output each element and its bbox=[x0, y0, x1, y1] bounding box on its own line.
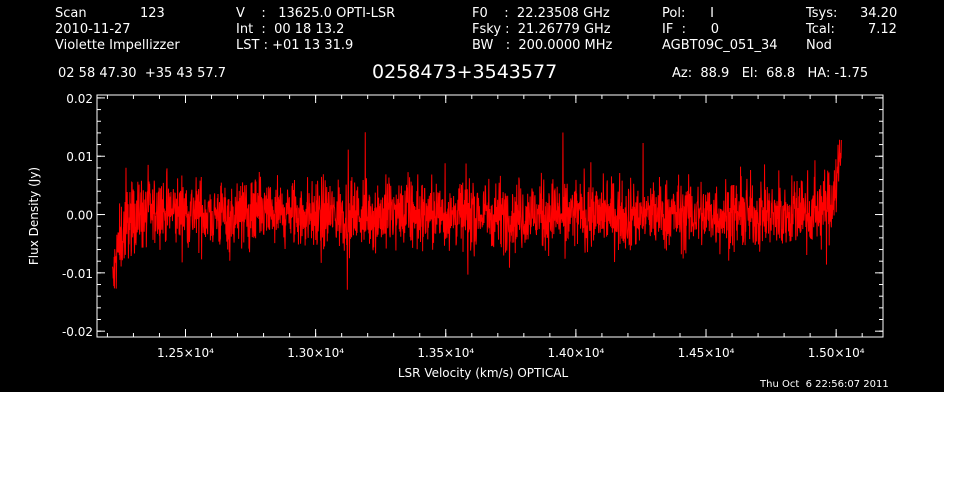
x-tick-label: 1.25×10⁴ bbox=[157, 346, 214, 360]
spectrum-trace bbox=[112, 132, 842, 290]
source-name: 0258473+3543577 bbox=[372, 61, 558, 83]
fsky-line: Fsky : 21.26779 GHz bbox=[472, 22, 611, 37]
tcal-label: Tcal: bbox=[806, 22, 835, 37]
x-tick-label: 1.50×10⁴ bbox=[808, 346, 865, 360]
tcal-value: 7.12 bbox=[868, 22, 897, 37]
plot-panel: Scan 123 2010-11-27 Violette Impellizzer… bbox=[0, 0, 944, 392]
spectrum-chart: -0.02 -0.01 0.00 0.01 0.02 1.25×10⁴ 1.30×10⁴ 1… bbox=[27, 92, 884, 380]
scan-label: Scan bbox=[55, 6, 87, 21]
bandwidth-line: BW : 200.0000 MHz bbox=[472, 38, 613, 53]
x-tick-label: 1.35×10⁴ bbox=[417, 346, 474, 360]
x-tick-label: 1.40×10⁴ bbox=[547, 346, 604, 360]
nod-label: Nod bbox=[806, 38, 832, 53]
x-axis-label: LSR Velocity (km/s) OPTICAL bbox=[398, 366, 569, 380]
pol-line: Pol: I bbox=[662, 6, 714, 21]
timestamp: Thu Oct 6 22:56:07 2011 bbox=[760, 379, 889, 390]
lst-line: LST : +01 13 31.9 bbox=[236, 38, 354, 53]
x-tick-label: 1.30×10⁴ bbox=[287, 346, 344, 360]
plot-frame bbox=[96, 94, 884, 338]
observation-date: 2010-11-27 bbox=[55, 22, 131, 37]
source-coordinates: 02 58 47.30 +35 43 57.7 bbox=[58, 66, 227, 81]
scan-value: 123 bbox=[140, 6, 165, 21]
y-tick-label: 0.02 bbox=[66, 92, 93, 106]
x-tick-label: 1.45×10⁴ bbox=[678, 346, 735, 360]
tsys-label: Tsys: bbox=[806, 6, 838, 21]
project-id: AGBT09C_051_34 bbox=[662, 38, 778, 53]
f0-line: F0 : 22.23508 GHz bbox=[472, 6, 610, 21]
if-line: IF : 0 bbox=[662, 22, 720, 37]
y-tick-label: 0.01 bbox=[66, 150, 93, 164]
y-axis-label: Flux Density (Jy) bbox=[27, 167, 41, 265]
y-tick-label: -0.01 bbox=[62, 267, 93, 281]
y-tick-label: -0.02 bbox=[62, 325, 93, 339]
az-el-ha: Az: 88.9 El: 68.8 HA: -1.75 bbox=[672, 66, 869, 81]
observer-name: Violette Impellizzer bbox=[55, 38, 180, 53]
y-tick-label: 0.00 bbox=[66, 209, 93, 223]
tsys-value: 34.20 bbox=[860, 6, 898, 21]
velocity-line: V : 13625.0 OPTI-LSR bbox=[236, 6, 396, 21]
integration-line: Int : 00 18 13.2 bbox=[236, 22, 345, 37]
